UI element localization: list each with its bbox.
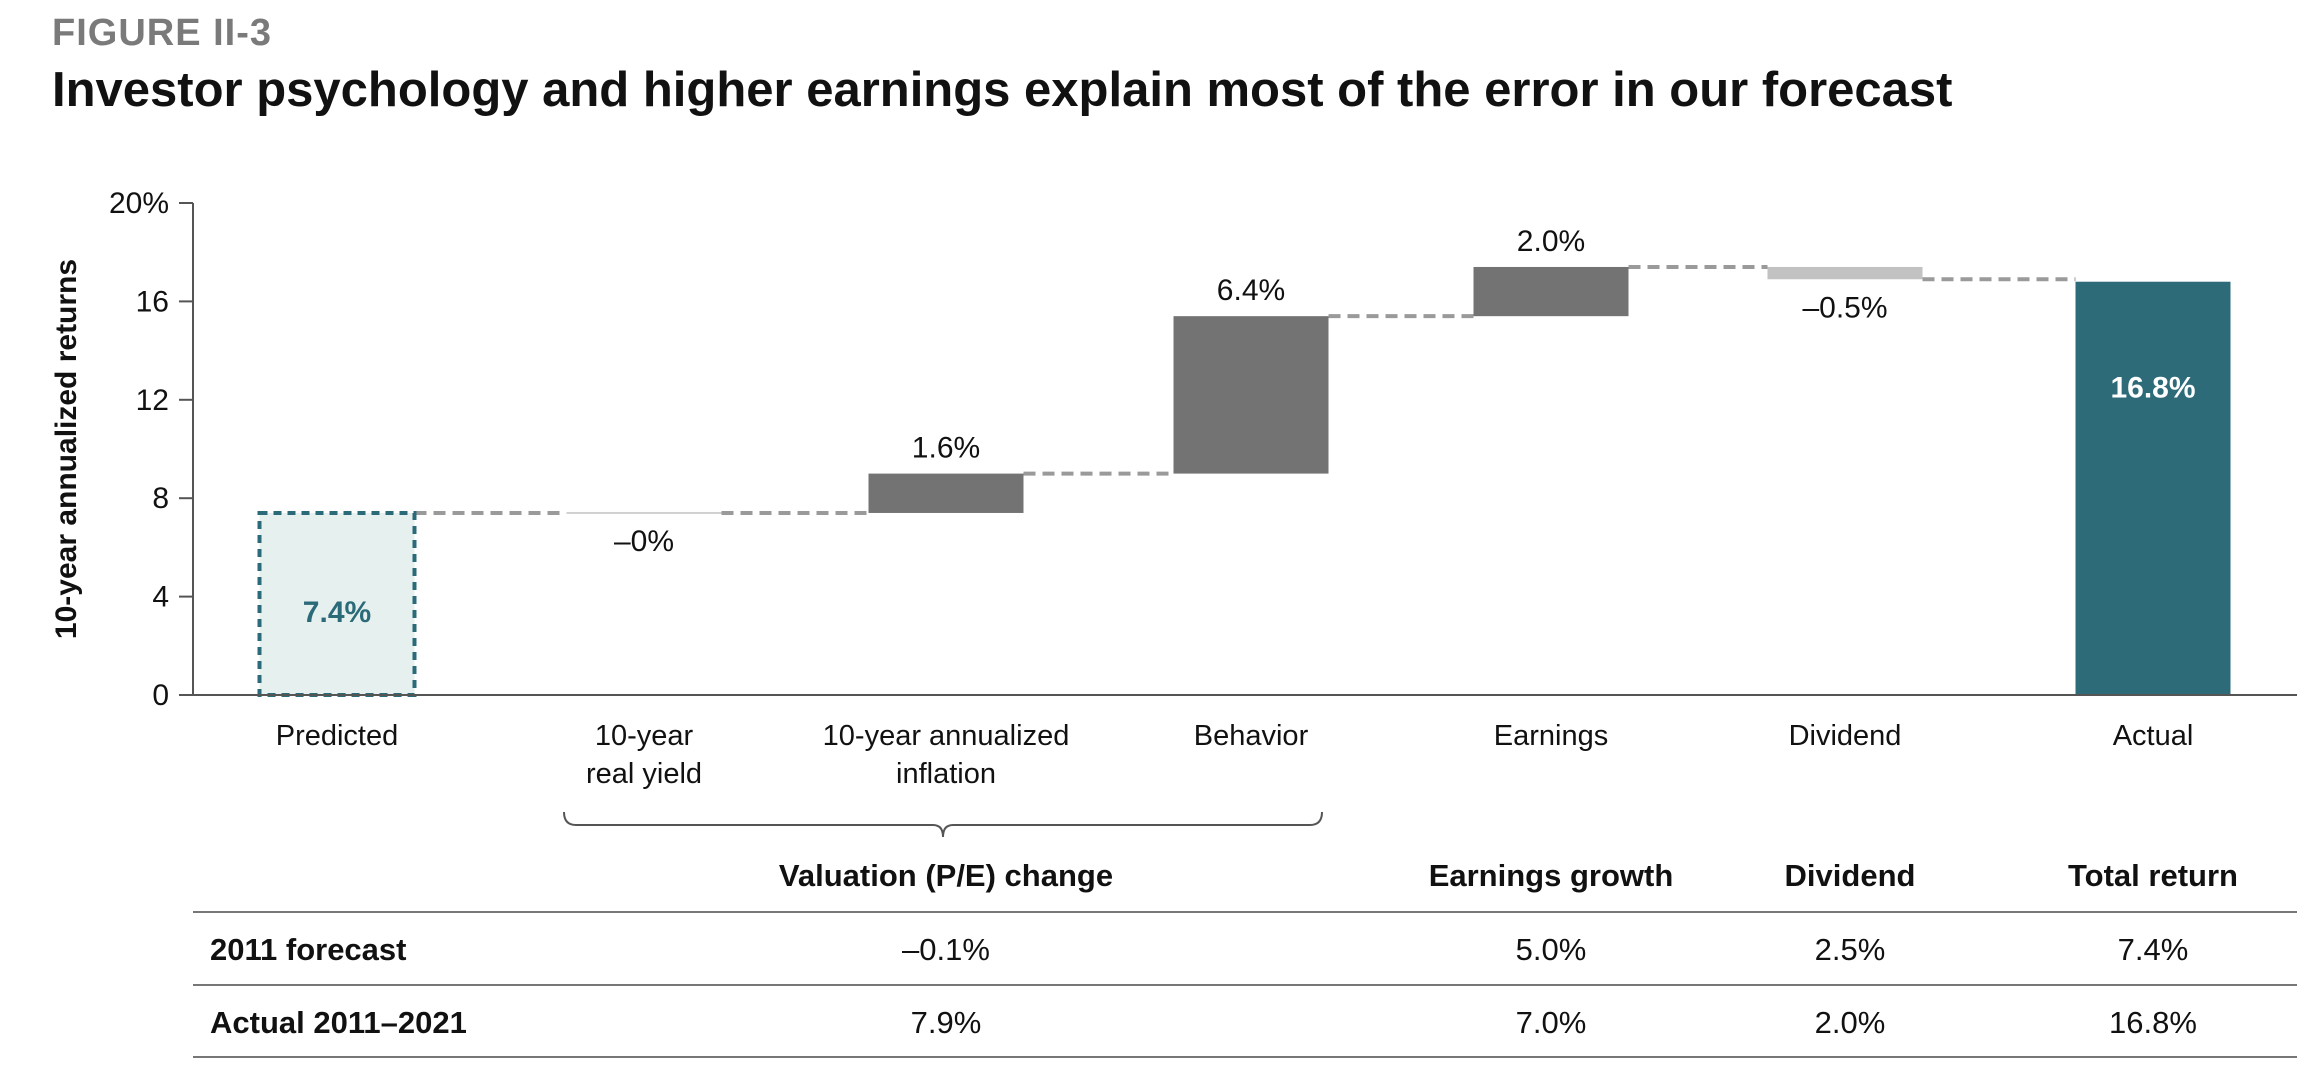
- data-label-predicted: 7.4%: [303, 596, 371, 629]
- category-label-predicted: Predicted: [276, 720, 399, 752]
- table-cell: 7.0%: [1516, 1005, 1587, 1040]
- bar-10-year-annualized-inflation: [868, 473, 1024, 513]
- valuation-bracket: [563, 811, 1323, 838]
- data-label-10-year-annualized-inflation: 1.6%: [912, 432, 980, 465]
- category-label-actual: Actual: [2113, 720, 2194, 752]
- category-label-earnings: Earnings: [1494, 720, 1608, 752]
- table-header: Valuation (P/E) change: [779, 858, 1113, 893]
- y-tick-label: 4: [152, 581, 169, 614]
- data-label-behavior: 6.4%: [1217, 274, 1285, 307]
- category-label-behavior: Behavior: [1194, 720, 1309, 752]
- bar-behavior: [1173, 316, 1329, 474]
- table-header: Earnings growth: [1429, 858, 1674, 893]
- category-label-10-year-annualized-inflation: 10-year annualized: [823, 720, 1070, 752]
- table-row-label: Actual 2011–2021: [210, 1005, 467, 1040]
- data-label-actual: 16.8%: [2110, 371, 2195, 404]
- bar-earnings: [1473, 266, 1629, 317]
- category-label-10-year-real-yield: real yield: [586, 758, 702, 790]
- category-label-dividend: Dividend: [1789, 720, 1902, 752]
- figure-label: FIGURE II-3: [52, 12, 273, 54]
- y-tick-label: 0: [152, 679, 169, 712]
- bar-10-year-real-yield: [566, 511, 722, 514]
- table-cell: 2.0%: [1815, 1005, 1886, 1040]
- y-tick-label: 16: [136, 285, 169, 318]
- bar-predicted: [257, 510, 417, 698]
- table-cell: –0.1%: [902, 932, 990, 967]
- table-cell: 5.0%: [1516, 932, 1587, 967]
- table-header: Dividend: [1785, 858, 1916, 893]
- bar-dividend: [1767, 266, 1923, 280]
- chart-title: Investor psychology and higher earnings …: [52, 63, 1953, 117]
- y-tick-label: 20%: [109, 187, 169, 220]
- data-label-dividend: –0.5%: [1802, 291, 1887, 324]
- y-tick-label: 12: [136, 384, 169, 417]
- category-label-10-year-annualized-inflation: inflation: [896, 758, 996, 790]
- y-tick-label: 8: [152, 482, 169, 515]
- table-cell: 2.5%: [1815, 932, 1886, 967]
- y-axis-title: 10-year annualized returns: [50, 259, 83, 639]
- table-header: Total return: [2068, 858, 2238, 893]
- table-cell: 16.8%: [2109, 1005, 2197, 1040]
- table-cell: 7.4%: [2118, 932, 2189, 967]
- category-label-10-year-real-yield: 10-year: [595, 720, 694, 752]
- data-label-earnings: 2.0%: [1517, 225, 1585, 258]
- data-label-10-year-real-yield: –0%: [614, 525, 674, 558]
- bar-actual: [2075, 281, 2231, 695]
- table-cell: 7.9%: [911, 1005, 982, 1040]
- table-row-label: 2011 forecast: [210, 932, 406, 967]
